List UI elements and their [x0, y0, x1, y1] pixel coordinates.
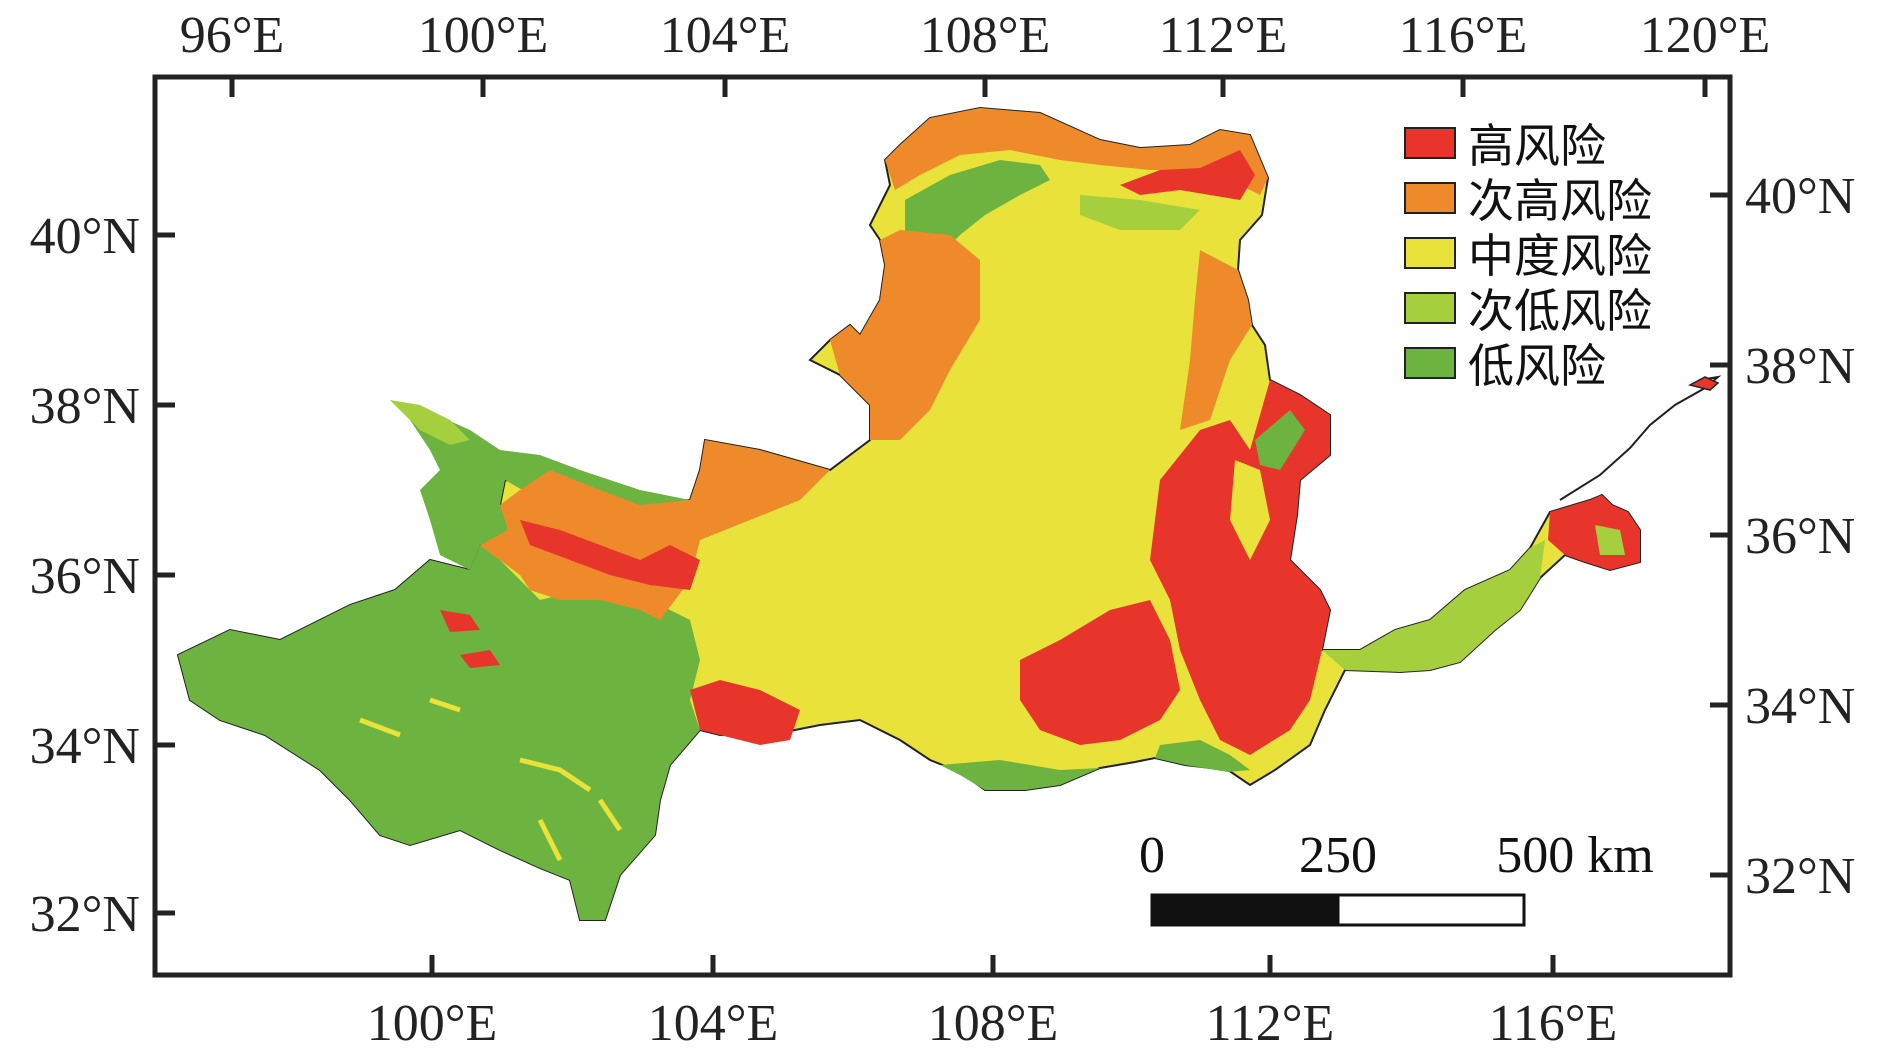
legend-swatch-sublow-risk — [1404, 292, 1456, 324]
subhigh-risk-north — [885, 108, 1268, 195]
scale-bar-white-segment — [1336, 893, 1526, 927]
map-legend: 高风险 次高风险 中度风险 次低风险 低风险 — [1404, 119, 1652, 393]
top-label: 108°E — [920, 7, 1051, 64]
high-risk-west-patch — [440, 610, 480, 632]
legend-swatch-low-risk — [1404, 347, 1456, 379]
moderate-risk-east — [1230, 460, 1270, 560]
scale-label-250: 250 — [1299, 827, 1377, 884]
high-risk-southwest-2 — [460, 650, 500, 668]
low-risk-west — [178, 545, 700, 920]
legend-label-high-risk: 高风险 — [1468, 119, 1606, 173]
left-label: 34°N — [30, 718, 140, 775]
legend-label-sublow-risk: 次低风险 — [1468, 284, 1652, 338]
sublow-risk-north — [1080, 195, 1200, 230]
scale-bar: 0 250 500 km — [1139, 827, 1654, 927]
low-risk-south — [940, 760, 1100, 790]
left-label: 36°N — [30, 548, 140, 605]
left-latitude-labels: 40°N 38°N 36°N 34°N 32°N — [30, 208, 140, 943]
top-label: 96°E — [180, 7, 285, 64]
bottom-label: 104°E — [648, 995, 779, 1052]
high-risk-southwest — [690, 680, 800, 745]
top-label: 112°E — [1159, 7, 1288, 64]
low-risk-southeast — [1155, 740, 1250, 772]
legend-label-low-risk: 低风险 — [1468, 339, 1606, 393]
scale-label-500: 500 km — [1496, 827, 1653, 884]
legend-swatch-subhigh-risk — [1404, 182, 1456, 214]
top-label: 116°E — [1399, 7, 1528, 64]
bottom-label: 112°E — [1206, 995, 1335, 1052]
sublow-risk-northwest — [390, 400, 470, 445]
sublow-risk-delta — [1595, 525, 1625, 555]
moderate-risk-west-streaks — [359, 697, 623, 862]
top-label: 100°E — [418, 7, 549, 64]
high-risk-east — [1150, 380, 1330, 755]
yellow-river-basin-map — [176, 106, 1722, 921]
legend-swatch-moderate-risk — [1404, 237, 1456, 269]
high-risk-north — [1120, 150, 1255, 200]
tick-marks — [155, 77, 1730, 975]
legend-label-moderate-risk: 中度风险 — [1468, 229, 1652, 283]
bottom-label: 116°E — [1489, 995, 1618, 1052]
low-risk-east — [1255, 410, 1305, 470]
sublow-risk-lower-basin — [1322, 540, 1545, 672]
right-latitude-labels: 40°N 38°N 36°N 34°N 32°N — [1745, 168, 1855, 905]
right-label: 38°N — [1745, 338, 1855, 395]
top-label: 104°E — [660, 7, 791, 64]
right-label: 32°N — [1745, 848, 1855, 905]
estuary-patch — [1687, 376, 1720, 391]
subhigh-risk-east — [1180, 250, 1252, 430]
left-label: 32°N — [30, 886, 140, 943]
right-label: 34°N — [1745, 678, 1855, 735]
legend-swatch-high-risk — [1404, 127, 1456, 159]
right-label: 40°N — [1745, 168, 1855, 225]
scale-label-0: 0 — [1139, 827, 1165, 884]
top-longitude-labels: 96°E 100°E 104°E 108°E 112°E 116°E 120°E — [180, 7, 1771, 64]
high-risk-west — [520, 520, 700, 590]
legend-label-subhigh-risk: 次高风险 — [1468, 174, 1652, 228]
bottom-longitude-labels: 100°E 104°E 108°E 112°E 116°E — [367, 995, 1618, 1052]
left-label: 38°N — [30, 378, 140, 435]
bottom-label: 100°E — [367, 995, 498, 1052]
right-label: 36°N — [1745, 508, 1855, 565]
subhigh-risk-center-west — [830, 230, 980, 440]
scale-bar-black-segment — [1150, 893, 1340, 927]
high-risk-south — [1020, 600, 1180, 745]
estuary-channel — [1559, 375, 1722, 501]
subhigh-risk-west — [480, 440, 830, 620]
left-label: 40°N — [30, 208, 140, 265]
top-label: 120°E — [1640, 7, 1771, 64]
bottom-label: 108°E — [928, 995, 1059, 1052]
